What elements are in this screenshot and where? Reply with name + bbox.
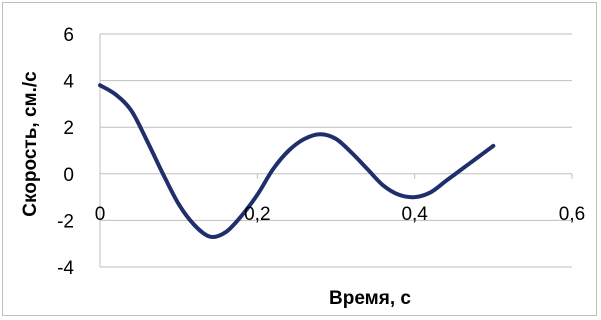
y-tick-label: 0 xyxy=(63,165,74,186)
series-layer xyxy=(98,83,496,239)
y-tick-label: -4 xyxy=(57,258,74,279)
x-axis-title: Время, с xyxy=(329,288,411,309)
tick-labels: 6 4 2 0 -2 -4 0 0,2 0,4 0,6 xyxy=(57,25,585,279)
chart-frame xyxy=(2,2,597,316)
y-tick-label: -2 xyxy=(57,211,74,232)
gridlines xyxy=(100,33,572,268)
x-tick-label: 0,4 xyxy=(401,204,428,225)
x-tick-label: 0,6 xyxy=(559,204,585,225)
y-axis-title: Скорость, см./с xyxy=(20,71,41,217)
x-tick-label: 0 xyxy=(95,204,106,225)
y-tick-label: 4 xyxy=(63,72,74,93)
x-tick-label: 0,2 xyxy=(244,204,270,225)
y-tick-label: 6 xyxy=(63,25,74,46)
series-line-0 xyxy=(98,83,496,239)
y-tick-label: 2 xyxy=(63,118,74,139)
x-axis xyxy=(99,34,573,267)
